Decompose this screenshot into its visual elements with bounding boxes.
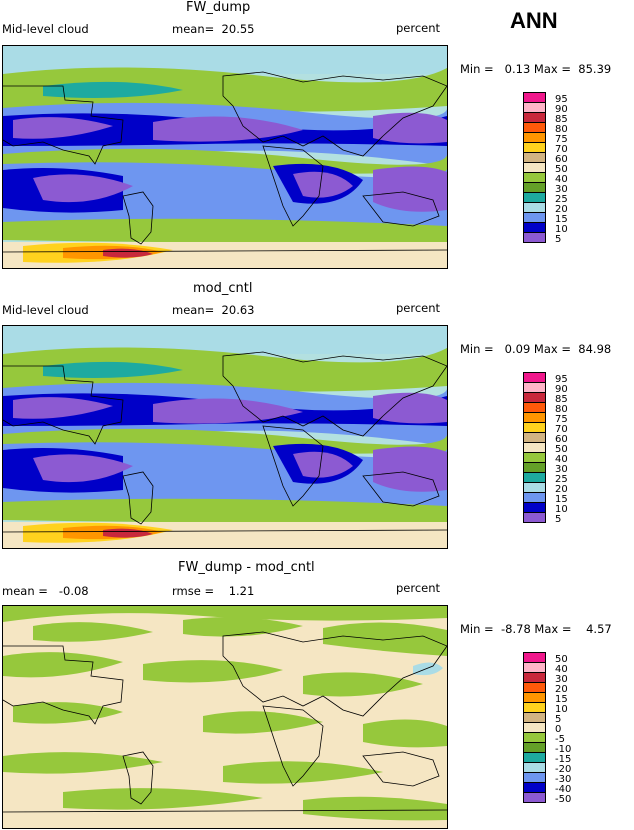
panel-2-variable-label: Mid-level cloud xyxy=(2,303,89,317)
panel-1-minmax: Min = 0.13 Max = 85.39 xyxy=(460,62,612,76)
colorbar-tick-label: 70 xyxy=(555,424,568,435)
panel-2-units-label: percent xyxy=(396,301,441,315)
colorbar-tick-label: 30 xyxy=(555,464,568,475)
colorbar-swatch xyxy=(523,512,546,523)
colorbar-tick-label: 20 xyxy=(555,684,568,695)
panel-1-variable-label: Mid-level cloud xyxy=(2,22,89,36)
colorbar-tick-label: 40 xyxy=(555,174,568,185)
colorbar-tick-label: -50 xyxy=(555,794,572,805)
panel-3-minmax: Min = -8.78 Max = 4.57 xyxy=(460,622,612,636)
colorbar-tick-label: 10 xyxy=(555,504,568,515)
colorbar-tick-label: 60 xyxy=(555,154,568,165)
panel-1-map xyxy=(2,45,448,269)
panel-3-units-label: percent xyxy=(396,581,441,595)
colorbar-tick-label: -10 xyxy=(555,744,572,755)
colorbar-tick-label: 10 xyxy=(555,704,568,715)
colorbar-tick-label: 15 xyxy=(555,214,568,225)
colorbar-tick-label: 15 xyxy=(555,694,568,705)
colorbar-tick-label: 50 xyxy=(555,164,568,175)
colorbar-tick-label: 70 xyxy=(555,144,568,155)
panel-2-map-graphic xyxy=(3,326,447,548)
colorbar-tick-label: 50 xyxy=(555,654,568,665)
colorbar-tick-label: 40 xyxy=(555,664,568,675)
colorbar-tick-label: 30 xyxy=(555,674,568,685)
colorbar-tick-label: 5 xyxy=(555,714,562,725)
colorbar-swatch xyxy=(523,792,546,803)
season-label: ANN xyxy=(510,8,558,33)
colorbar-tick-label: -20 xyxy=(555,764,572,775)
colorbar-tick-label: 60 xyxy=(555,434,568,445)
colorbar-tick-label: 90 xyxy=(555,104,568,115)
panel-1-colorbar-ticks: 95 90 85 80 75 70 60 50 40 30 25 20 15 10 5 xyxy=(555,95,568,245)
colorbar-tick-label: -30 xyxy=(555,774,572,785)
panel-1-colorbar xyxy=(523,92,546,243)
colorbar-tick-label: 5 xyxy=(555,514,562,525)
panel-1-mean-label: mean= 20.55 xyxy=(172,22,255,36)
colorbar-tick-label: 25 xyxy=(555,474,568,485)
panel-2-mean-label: mean= 20.63 xyxy=(172,303,255,317)
colorbar-tick-label: 10 xyxy=(555,224,568,235)
colorbar-tick-label: 25 xyxy=(555,194,568,205)
colorbar-tick-label: 20 xyxy=(555,204,568,215)
panel-1-map-graphic xyxy=(3,46,447,268)
colorbar-tick-label: 5 xyxy=(555,234,562,245)
colorbar-tick-label: 90 xyxy=(555,384,568,395)
panel-2-colorbar-ticks: 95 90 85 80 75 70 60 50 40 30 25 20 15 10 5 xyxy=(555,375,568,525)
colorbar-tick-label: -15 xyxy=(555,754,572,765)
colorbar-tick-label: 75 xyxy=(555,414,568,425)
panel-3-colorbar xyxy=(523,652,546,803)
panel-3-rmse-label: rmse = 1.21 xyxy=(172,584,255,598)
colorbar-swatch xyxy=(523,232,546,243)
colorbar-tick-label: 30 xyxy=(555,184,568,195)
colorbar-tick-label: 80 xyxy=(555,404,568,415)
colorbar-tick-label: 20 xyxy=(555,484,568,495)
panel-2-map xyxy=(2,325,448,549)
colorbar-tick-label: 75 xyxy=(555,134,568,145)
colorbar-tick-label: 80 xyxy=(555,124,568,135)
panel-2-title: mod_cntl xyxy=(193,281,253,296)
panel-3-mean-label: mean = -0.08 xyxy=(2,584,89,598)
colorbar-tick-label: -5 xyxy=(555,734,565,745)
colorbar-tick-label: 95 xyxy=(555,374,568,385)
colorbar-tick-label: 15 xyxy=(555,494,568,505)
colorbar-tick-label: 50 xyxy=(555,444,568,455)
colorbar-tick-label: 40 xyxy=(555,454,568,465)
panel-2-minmax: Min = 0.09 Max = 84.98 xyxy=(460,342,612,356)
colorbar-tick-label: -40 xyxy=(555,784,572,795)
panel-3-title: FW_dump - mod_cntl xyxy=(178,560,315,575)
colorbar-tick-label: 85 xyxy=(555,114,568,125)
panel-3-colorbar-ticks: 50 40 30 20 15 10 5 0 -5 -10 -15 -20 -30 -40 -50 xyxy=(555,655,571,805)
panel-1-units-label: percent xyxy=(396,21,441,35)
panel-2-colorbar xyxy=(523,372,546,523)
panel-1-title: FW_dump xyxy=(186,0,251,15)
panel-3-map xyxy=(2,605,448,829)
colorbar-tick-label: 85 xyxy=(555,394,568,405)
panel-3-map-graphic xyxy=(3,606,447,828)
colorbar-tick-label: 95 xyxy=(555,94,568,105)
colorbar-tick-label: 0 xyxy=(555,724,562,735)
